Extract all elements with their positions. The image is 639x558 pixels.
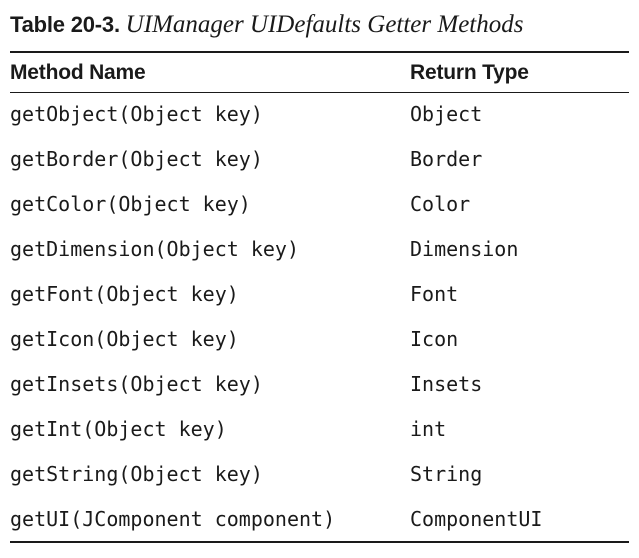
table-row: getInt(Object key) int [10,408,629,453]
method-name-cell: getFont(Object key) [10,282,239,306]
table-row: getColor(Object key) Color [10,183,629,228]
return-type-cell: Insets [410,372,483,396]
return-type-cell: String [410,462,483,486]
method-name-cell: getIcon(Object key) [10,327,239,351]
header-return-type: Return Type [410,61,529,84]
top-rule [10,51,629,53]
return-type-cell: Color [410,192,471,216]
return-type-cell: int [410,417,447,441]
table-caption: Table 20-3. UIManager UIDefaults Getter … [10,10,523,40]
return-type-cell: Dimension [410,237,519,261]
return-type-cell: Border [410,147,483,171]
table-row: getString(Object key) String [10,453,629,498]
method-name-cell: getObject(Object key) [10,102,263,126]
header-rule [10,92,629,93]
method-name-cell: getString(Object key) [10,462,263,486]
bottom-rule [10,541,629,543]
table-row: getInsets(Object key) Insets [10,363,629,408]
table-body: getObject(Object key) Object getBorder(O… [10,93,629,543]
table-row: getDimension(Object key) Dimension [10,228,629,273]
return-type-cell: Icon [410,327,459,351]
table-row: getIcon(Object key) Icon [10,318,629,363]
table-row: getFont(Object key) Font [10,273,629,318]
return-type-cell: Font [410,282,459,306]
table-row: getUI(JComponent component) ComponentUI [10,498,629,543]
table-number: Table 20-3. [10,12,120,37]
table-row: getBorder(Object key) Border [10,138,629,183]
method-name-cell: getInt(Object key) [10,417,227,441]
return-type-cell: Object [410,102,483,126]
table-header: Method Name Return Type [10,55,629,91]
table-title: UIManager UIDefaults Getter Methods [125,11,524,38]
method-name-cell: getUI(JComponent component) [10,507,336,531]
table-row: getObject(Object key) Object [10,93,629,138]
method-name-cell: getBorder(Object key) [10,147,263,171]
header-method-name: Method Name [10,61,146,84]
method-name-cell: getDimension(Object key) [10,237,299,261]
method-name-cell: getInsets(Object key) [10,372,263,396]
return-type-cell: ComponentUI [410,507,543,531]
method-name-cell: getColor(Object key) [10,192,251,216]
